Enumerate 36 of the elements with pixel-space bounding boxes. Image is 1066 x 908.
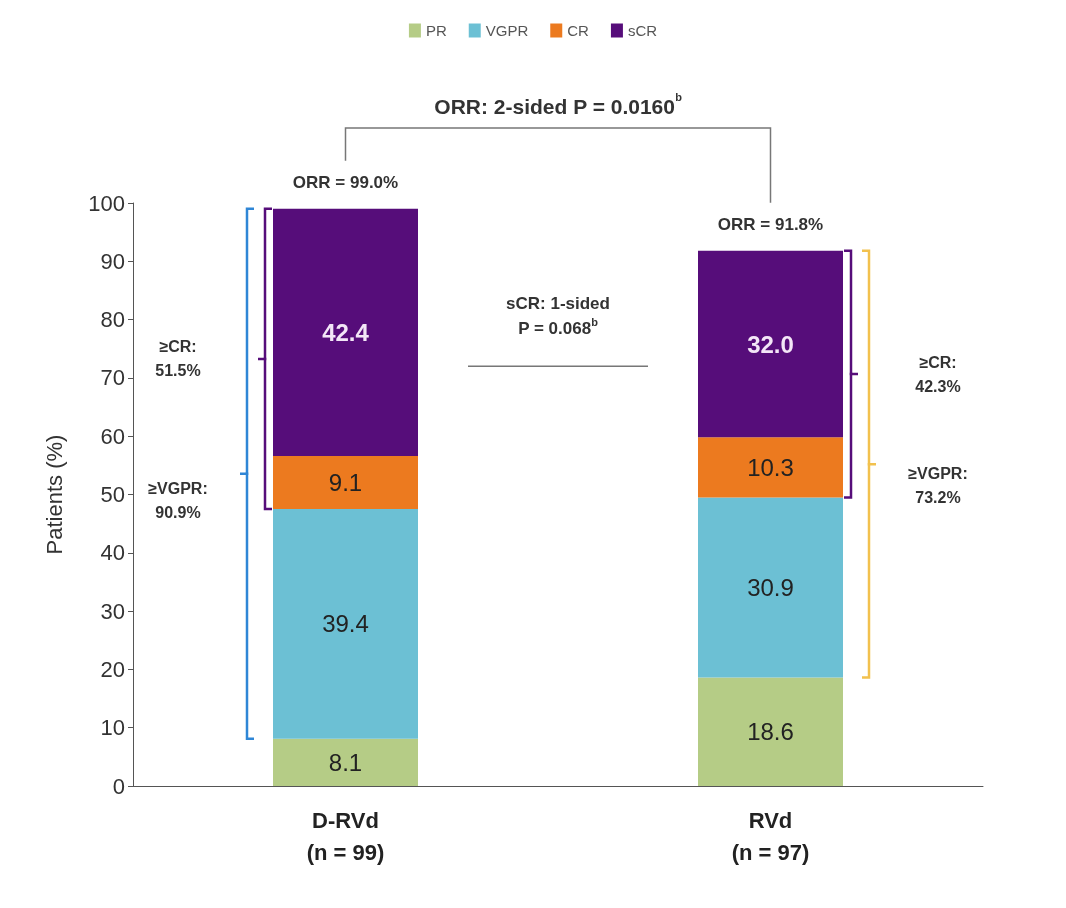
y-tick-label: 80 (100, 307, 125, 333)
y-tick-label: 20 (100, 656, 125, 682)
y-tick-label: 70 (100, 365, 125, 391)
annotation: ORR = 91.8% (717, 215, 824, 235)
data-label: 39.4 (322, 610, 369, 638)
data-label: 18.6 (747, 718, 794, 746)
legend-label: VGPR (485, 22, 529, 39)
annotation: ≥CR: 42.3% (915, 353, 961, 395)
y-tick-label: 50 (100, 482, 125, 507)
y-axis-title: Patients (%) (41, 434, 67, 555)
data-label: 32.0 (747, 330, 794, 358)
bar (273, 738, 418, 786)
x-tick-label: D-RVd (n = 99) (306, 807, 385, 865)
annotation: ≥CR: 51.5% (155, 338, 201, 380)
y-tick-label: 60 (100, 423, 125, 449)
x-tick-label: RVd (n = 97) (731, 807, 810, 865)
bar (273, 509, 418, 739)
y-tick-label: 100 (88, 190, 125, 216)
data-label: 42.4 (322, 318, 370, 346)
y-tick-label: 30 (100, 598, 125, 624)
y-tick-label: 40 (100, 540, 125, 566)
legend-label: CR (567, 22, 590, 39)
legend-label: sCR (627, 22, 658, 39)
y-tick-label: 0 (112, 773, 125, 799)
y-tick-label: 90 (100, 248, 125, 274)
data-label: 9.1 (328, 469, 363, 497)
y-tick-label: 10 (100, 715, 125, 741)
bar (698, 497, 843, 678)
data-label: 10.3 (747, 453, 794, 481)
data-label: 8.1 (328, 748, 363, 776)
bar (698, 677, 843, 786)
annotation: ≥VGPR: 90.9% (148, 479, 208, 521)
legend-label: PR (425, 22, 447, 39)
annotation: ≥VGPR: 73.2% (908, 465, 968, 507)
data-label: 30.9 (747, 573, 794, 601)
annotation: ORR = 99.0% (292, 173, 399, 193)
